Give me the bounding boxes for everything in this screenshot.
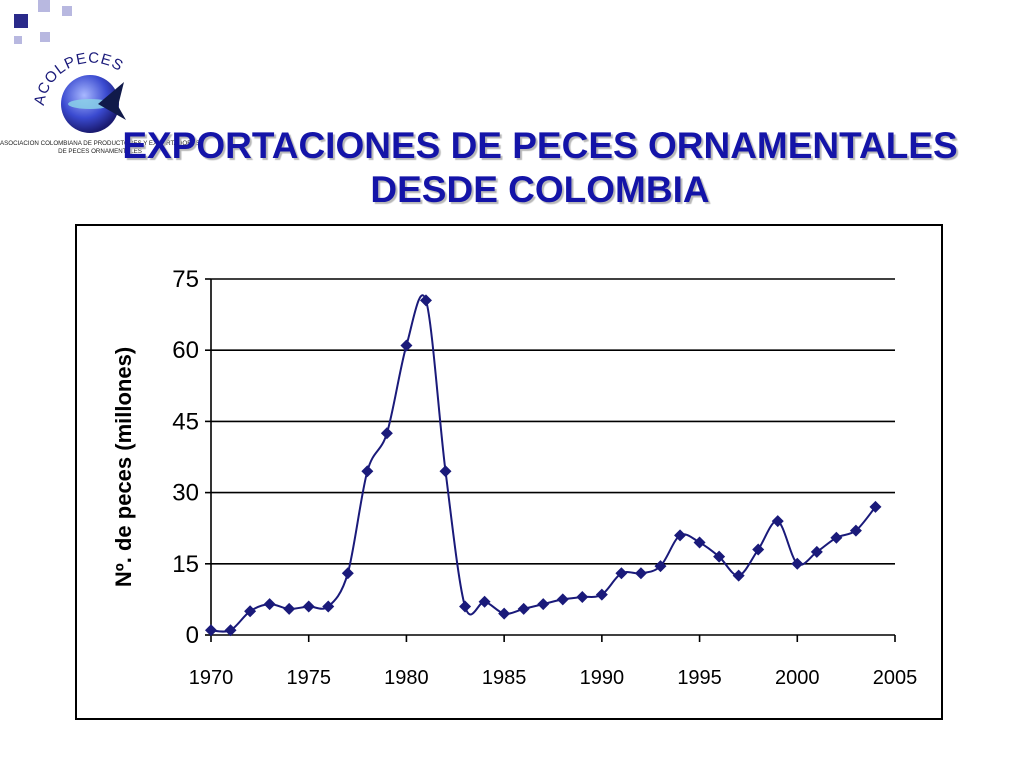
data-point	[615, 567, 628, 580]
x-tick-label: 1990	[580, 667, 625, 689]
logo-subtitle-line2: DE PECES ORNAMENTALES	[58, 148, 142, 155]
data-point	[595, 588, 608, 601]
data-point	[752, 543, 765, 556]
x-tick-label: 2000	[775, 667, 820, 689]
chart-frame: 0 15 30 45 60 75 1970 1975 1980 1985 1990 1995 2000 2…	[75, 224, 943, 720]
title-line-1: EXPORTACIONES DE PECES ORNAMENTALES	[122, 125, 958, 166]
data-point	[810, 545, 823, 558]
data-point	[498, 607, 511, 620]
corner-square	[14, 36, 22, 44]
data-point	[263, 598, 276, 611]
y-tick-label: 60	[172, 337, 199, 364]
corner-decoration	[14, 0, 72, 44]
data-point	[791, 557, 804, 570]
y-axis-label: Nº. de peces (millones)	[111, 347, 136, 587]
data-point	[849, 524, 862, 537]
y-tick-label: 75	[172, 266, 199, 293]
x-tick-label: 1975	[286, 667, 331, 689]
x-tick-label: 1970	[189, 667, 234, 689]
data-point	[341, 567, 354, 580]
data-point	[380, 427, 393, 440]
y-tick-label: 30	[172, 480, 199, 507]
data-point	[517, 602, 530, 615]
data-point	[439, 465, 452, 478]
y-tick-label: 45	[172, 408, 199, 435]
data-point	[576, 591, 589, 604]
data-point	[205, 624, 217, 637]
x-tick-label: 1985	[482, 667, 526, 689]
corner-square	[38, 0, 50, 12]
series-line	[210, 294, 877, 633]
data-point	[634, 567, 647, 580]
data-point	[361, 465, 374, 478]
data-point	[556, 593, 569, 606]
corner-square	[14, 14, 28, 28]
data-point	[674, 529, 687, 542]
y-tick-label: 15	[172, 551, 199, 578]
data-point	[322, 600, 335, 613]
corner-square	[62, 6, 72, 16]
x-tick-label: 1980	[384, 667, 429, 689]
data-point	[302, 600, 315, 613]
data-point	[224, 624, 237, 637]
data-point	[771, 515, 784, 528]
data-point	[419, 294, 432, 307]
corner-square	[40, 32, 50, 42]
logo-subtitle-line1: ASOCIACION COLOMBIANA DE PRODUCTORES Y E…	[0, 140, 200, 147]
acolpeces-logo: ACOLPECES ASOCIACION COLOMBIANA DE PRODU…	[0, 49, 200, 155]
x-tick-label: 2005	[873, 667, 918, 689]
data-point	[283, 602, 296, 615]
data-point	[244, 605, 257, 618]
data-point	[459, 600, 472, 613]
data-point	[537, 598, 550, 611]
data-point	[732, 569, 745, 582]
x-tick-label: 1995	[677, 667, 722, 689]
data-point	[830, 531, 843, 544]
exports-line-chart: 0 15 30 45 60 75 1970 1975 1980 1985 1990 1995 2000 2…	[111, 266, 918, 689]
title-line-2: DESDE COLOMBIA	[370, 169, 710, 210]
data-point	[869, 500, 882, 513]
data-point	[478, 595, 491, 608]
data-point	[693, 536, 706, 549]
data-point	[400, 339, 413, 352]
slide-title: EXPORTACIONES DE PECES ORNAMENTALES DESD…	[60, 124, 1020, 212]
data-point	[713, 550, 726, 563]
data-point	[654, 560, 667, 573]
fish-icon	[98, 82, 126, 120]
y-tick-label: 0	[186, 622, 199, 649]
